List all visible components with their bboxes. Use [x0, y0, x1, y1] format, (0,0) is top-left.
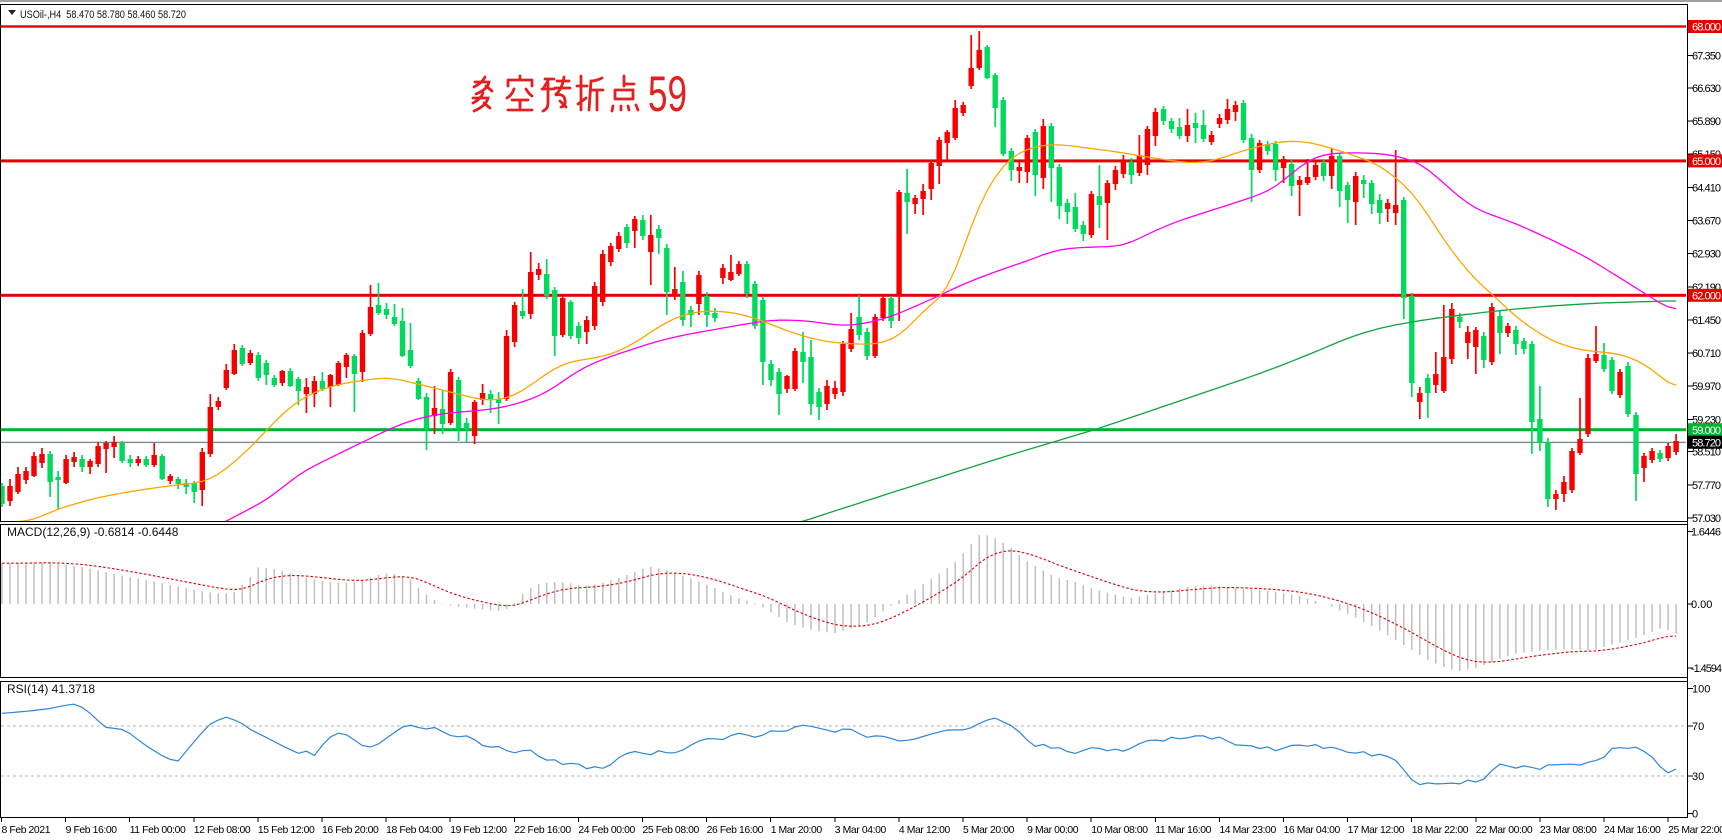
svg-text:61.450: 61.450: [1692, 315, 1721, 327]
svg-text:62.000: 62.000: [1692, 291, 1721, 303]
svg-text:RSI(14) 41.3718: RSI(14) 41.3718: [7, 682, 95, 696]
svg-text:64.410: 64.410: [1692, 182, 1721, 194]
svg-text:8 Feb 2021: 8 Feb 2021: [2, 825, 51, 836]
svg-text:11 Feb 00:00: 11 Feb 00:00: [130, 825, 186, 836]
svg-text:9 Mar 00:00: 9 Mar 00:00: [1027, 825, 1079, 836]
svg-text:14 Mar 23:00: 14 Mar 23:00: [1219, 825, 1276, 836]
svg-text:58.510: 58.510: [1692, 447, 1721, 459]
svg-text:16 Mar 04:00: 16 Mar 04:00: [1284, 825, 1341, 836]
svg-text:4 Mar 12:00: 4 Mar 12:00: [899, 825, 951, 836]
svg-text:67.350: 67.350: [1692, 51, 1721, 63]
svg-text:59.970: 59.970: [1692, 381, 1721, 393]
svg-text:11 Mar 16:00: 11 Mar 16:00: [1155, 825, 1211, 836]
svg-text:100: 100: [1692, 684, 1710, 696]
svg-text:3 Mar 04:00: 3 Mar 04:00: [835, 825, 887, 836]
svg-text:18 Feb 04:00: 18 Feb 04:00: [386, 825, 443, 836]
svg-text:24 Mar 16:00: 24 Mar 16:00: [1604, 825, 1661, 836]
svg-text:65.000: 65.000: [1692, 156, 1721, 168]
svg-text:MACD(12,26,9) -0.6814 -0.6448: MACD(12,26,9) -0.6814 -0.6448: [7, 525, 179, 539]
svg-text:5 Mar 20:00: 5 Mar 20:00: [963, 825, 1015, 836]
svg-text:68.000: 68.000: [1692, 22, 1721, 34]
svg-text:66.630: 66.630: [1692, 83, 1721, 95]
svg-text:57.770: 57.770: [1692, 480, 1721, 492]
svg-text:USOil-,H4 58.470 58.780 58.46: USOil-,H4 58.470 58.780 58.460 58.720: [20, 9, 186, 21]
svg-text:10 Mar 08:00: 10 Mar 08:00: [1091, 825, 1148, 836]
svg-text:30: 30: [1692, 771, 1704, 783]
svg-text:-1.4594: -1.4594: [1691, 663, 1722, 675]
svg-text:60.710: 60.710: [1692, 348, 1721, 360]
svg-text:70: 70: [1692, 721, 1704, 733]
svg-text:58.720: 58.720: [1692, 437, 1721, 449]
svg-text:65.890: 65.890: [1692, 116, 1721, 128]
svg-text:0: 0: [1692, 809, 1698, 821]
svg-text:23 Mar 08:00: 23 Mar 08:00: [1540, 825, 1597, 836]
svg-text:25 Feb 08:00: 25 Feb 08:00: [643, 825, 700, 836]
svg-text:62.930: 62.930: [1692, 249, 1721, 261]
svg-text:22 Mar 00:00: 22 Mar 00:00: [1476, 825, 1533, 836]
svg-text:0.00: 0.00: [1691, 599, 1712, 611]
svg-text:26 Feb 16:00: 26 Feb 16:00: [707, 825, 764, 836]
svg-text:24 Feb 00:00: 24 Feb 00:00: [578, 825, 635, 836]
svg-text:1 Mar 20:00: 1 Mar 20:00: [771, 825, 823, 836]
svg-text:63.670: 63.670: [1692, 216, 1721, 228]
svg-text:18 Mar 22:00: 18 Mar 22:00: [1412, 825, 1469, 836]
svg-text:19 Feb 12:00: 19 Feb 12:00: [450, 825, 507, 836]
svg-text:12 Feb 08:00: 12 Feb 08:00: [194, 825, 251, 836]
svg-text:59.000: 59.000: [1692, 425, 1721, 437]
svg-text:17 Mar 12:00: 17 Mar 12:00: [1348, 825, 1405, 836]
svg-text:57.030: 57.030: [1692, 513, 1721, 525]
svg-text:1.6446: 1.6446: [1691, 527, 1721, 539]
svg-text:25 Mar 22:00: 25 Mar 22:00: [1668, 825, 1722, 836]
svg-text:15 Feb 12:00: 15 Feb 12:00: [258, 825, 315, 836]
svg-text:22 Feb 16:00: 22 Feb 16:00: [514, 825, 571, 836]
svg-text:59: 59: [648, 66, 687, 122]
svg-text:16 Feb 20:00: 16 Feb 20:00: [322, 825, 379, 836]
svg-text:9 Feb 16:00: 9 Feb 16:00: [66, 825, 118, 836]
